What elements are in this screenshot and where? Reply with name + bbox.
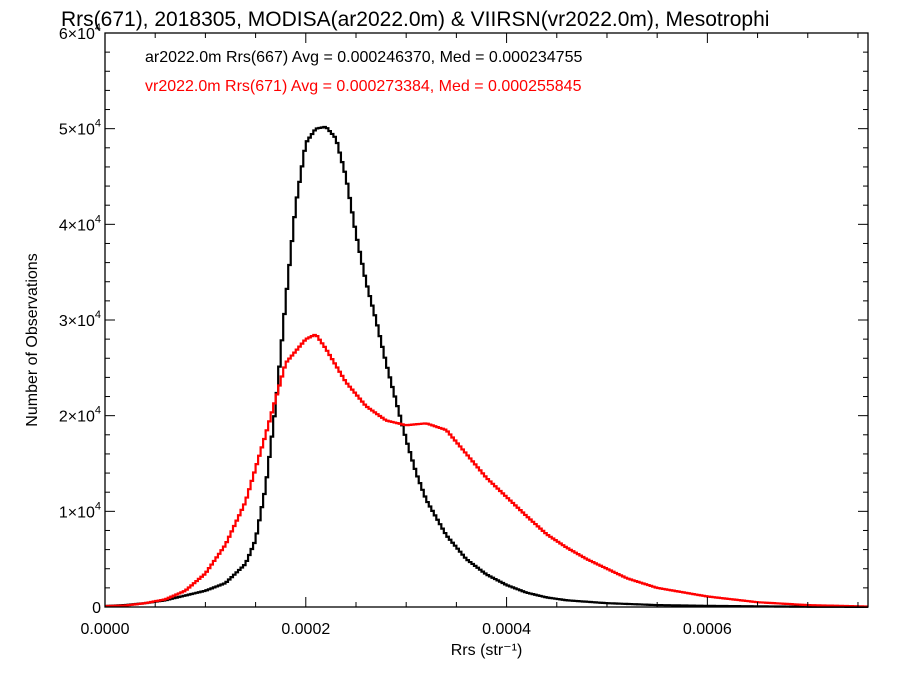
y-tick-label: 1×104 [59,500,101,521]
y-axis-label: Number of Observations [24,253,41,426]
series-line-0 [105,125,868,608]
x-tick-labels: 0.0000 0.0002 0.0004 0.0006 [81,621,732,638]
y-tick-label: 2×104 [59,405,101,426]
chart-title: Rrs(671), 2018305, MODISA(ar2022.0m) & V… [61,8,769,31]
y-tick-label: 4×104 [59,213,101,234]
y-tick-label: 3×104 [59,309,101,330]
x-tick-label: 0.0002 [281,621,330,638]
plot-frame [104,32,869,608]
x-tick-label: 0.0000 [81,621,130,638]
y-tick-label: 0 [92,600,101,617]
tick-marks [104,32,868,608]
legend-entry-vr2022: vr2022.0m Rrs(671) Avg = 0.000273384, Me… [145,78,582,95]
series-line-1 [105,333,868,608]
legend-entry-ar2022: ar2022.0m Rrs(667) Avg = 0.000246370, Me… [145,49,582,66]
x-tick-label: 0.0004 [482,621,531,638]
plot-area [104,32,869,608]
y-tick-label: 6×104 [59,22,101,43]
y-tick-label: 5×104 [59,118,101,139]
series-layer [105,125,868,608]
x-axis-label: Rrs (str⁻¹) [451,642,523,659]
y-tick-labels: 0 1×104 2×104 3×104 4×104 5×104 6×104 [59,22,101,617]
x-tick-label: 0.0006 [683,621,732,638]
legend: ar2022.0m Rrs(667) Avg = 0.000246370, Me… [145,49,582,95]
